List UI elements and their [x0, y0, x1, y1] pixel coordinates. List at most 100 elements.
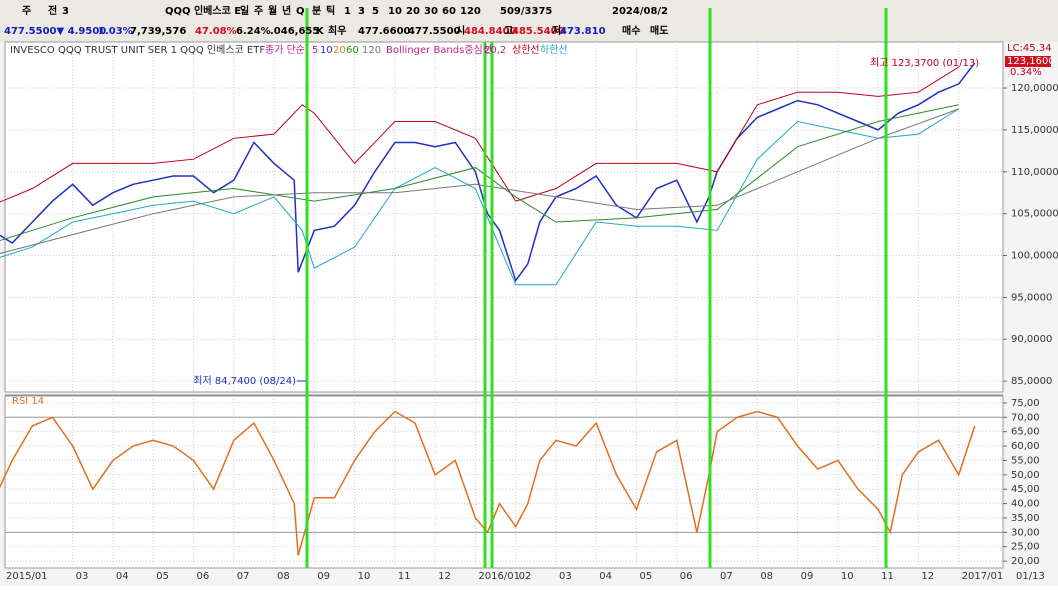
legend-ma10: 10 [320, 45, 333, 56]
toolbar-value: 시 [456, 25, 465, 37]
x-tick-label: 12 [438, 571, 451, 582]
toolbar-value: 477.5500▼ 4.9500 [4, 26, 106, 37]
legend-entry: 5 [312, 45, 318, 56]
x-tick-label: 09 [801, 571, 814, 582]
toolbar-item: 5 [372, 6, 379, 17]
x-tick-label: 06 [196, 571, 209, 582]
green-markers [305, 8, 888, 568]
y-tick-label: 105,0000 [1011, 209, 1058, 220]
legend-name: INVESCO QQQ TRUST UNIT SER 1 QQQ 인베스코 ET… [10, 44, 265, 56]
toolbar-item: 60 [442, 6, 456, 17]
right-lc: LC:45.34 [1007, 43, 1052, 54]
toolbar-value: .046,655 [270, 26, 319, 37]
toolbar-value: 6.24% [236, 26, 271, 37]
toolbar-value: 485.5400 [512, 26, 565, 37]
x-tick-label: 04 [599, 571, 612, 582]
low-annotation: 최저 84,7400 (08/24) [193, 375, 296, 387]
y-tick-label: 60,00 [1011, 441, 1040, 452]
y-tick-label: 120,0000 [1011, 83, 1058, 94]
toolbar-item: 전 [48, 4, 57, 17]
x-tick-label: 10 [358, 571, 371, 582]
legend-entry: 하한선 [540, 43, 568, 56]
toolbar-item: 년 [282, 4, 291, 17]
toolbar-item: 30 [424, 6, 438, 17]
toolbar-item: 틱 [326, 4, 335, 17]
y-tick-label: 40,00 [1011, 499, 1040, 510]
y-tick-label: 50,00 [1011, 470, 1040, 481]
x-tick-label: 02 [519, 571, 532, 582]
series-line [0, 66, 959, 203]
y-tick-label: 20,00 [1011, 556, 1040, 567]
right-change: 0.34% [1010, 67, 1042, 78]
toolbar-value: 477.5500 [408, 26, 461, 37]
toolbar-value: 47.08% [195, 26, 237, 37]
toolbar-value: 1.03% [98, 26, 133, 37]
x-tick-label: 03 [559, 571, 572, 582]
toolbar-value: 고 [504, 25, 513, 37]
x-tick-label: 2016/01 [478, 571, 520, 582]
x-tick-label: 2017/01 [962, 571, 1004, 582]
rsi-panel [4, 395, 1004, 569]
x-tick-label: 11 [881, 571, 894, 582]
x-tick-label: 07 [720, 571, 733, 582]
y-tick-label: 90,0000 [1011, 334, 1052, 345]
toolbar-item: Q [296, 6, 305, 17]
x-tick-label: 05 [640, 571, 653, 582]
toolbar-item: 2024/08/2 [612, 6, 668, 17]
legend-bb: Bollinger Bands중심선 [386, 44, 492, 56]
y-tick-label: 25,00 [1011, 542, 1040, 553]
x-tick-label: 04 [116, 571, 129, 582]
x-tick-label: 2015/01 [6, 571, 48, 582]
last-date: 01/13 [1016, 571, 1045, 582]
y-tick-label: 45,00 [1011, 484, 1040, 495]
x-tick-label: 06 [680, 571, 693, 582]
toolbar-item: 1 [344, 6, 351, 17]
toolbar-value: 7,739,576 [130, 26, 186, 37]
legend-entry: 60 [346, 45, 359, 56]
y-tick-label: 55,00 [1011, 455, 1040, 466]
toolbar-value: 477.6600 [358, 26, 411, 37]
y-tick-label: 30,00 [1011, 527, 1040, 538]
toolbar-item: 월 [268, 5, 277, 17]
high-annotation: 최고 123,3700 (01/13) [870, 57, 979, 69]
x-tick-label: 08 [277, 571, 290, 582]
x-tick-label: 03 [76, 571, 89, 582]
toolbar-item: 509/3375 [500, 6, 552, 17]
toolbar-item: 3 [358, 6, 365, 17]
toolbar-value: 매도 [650, 24, 668, 37]
toolbar [0, 0, 1058, 42]
y-tick-label: 65,00 [1011, 427, 1040, 438]
toolbar-item: 20 [406, 6, 420, 17]
series-line [0, 62, 976, 283]
toolbar-item: 주 [22, 5, 31, 17]
y-tick-label: 70,00 [1011, 412, 1040, 423]
series-line [0, 108, 959, 286]
series-line [0, 108, 959, 254]
toolbar-item: 분 [312, 5, 321, 17]
toolbar-item: 120 [460, 6, 481, 17]
toolbar-item: 10 [388, 6, 402, 17]
toolbar-value: 저 [552, 24, 561, 37]
legend-bb-param: 20,2 [484, 45, 506, 56]
x-tick-label: 11 [398, 571, 411, 582]
y-tick-label: 95,0000 [1011, 292, 1052, 303]
legend-ma: 종가 단순 [265, 44, 305, 56]
x-tick-label: 05 [156, 571, 169, 582]
right-last: 123,1600 [1007, 56, 1055, 67]
x-tick-label: 08 [760, 571, 773, 582]
x-tick-label: 12 [921, 571, 934, 582]
y-tick-label: 100,0000 [1011, 251, 1058, 262]
x-tick-label: 10 [841, 571, 854, 582]
toolbar-item: 3 [62, 6, 69, 17]
last-price-box [1005, 56, 1051, 67]
legend-entry: 상한선 [512, 44, 540, 56]
rsi-title: RSI 14 [12, 396, 44, 407]
y-tick-label: 35,00 [1011, 513, 1040, 524]
x-tick-label: 07 [237, 571, 250, 582]
toolbar-value: 최우 [328, 24, 346, 37]
toolbar-item: 주 [254, 5, 263, 17]
toolbar-value: 매수 [622, 24, 640, 37]
x-tick-label: 09 [317, 571, 330, 582]
toolbar-value: K [316, 26, 325, 37]
